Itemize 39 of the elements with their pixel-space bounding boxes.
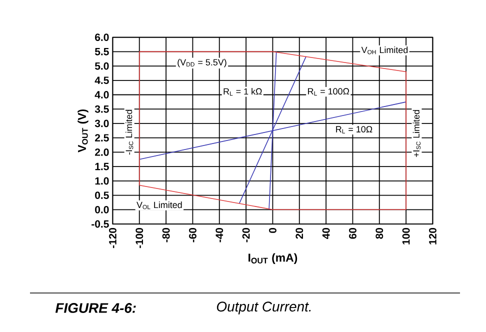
x-tick-label: -20 (242, 228, 250, 242)
y-tick-label: 1.5 (95, 162, 109, 170)
series-label: R$_{L}$ = 100Ω (308, 88, 350, 96)
x-tick-label: -100 (136, 228, 144, 248)
x-tick-label: 100 (402, 228, 410, 244)
x-tick-label: -120 (109, 228, 116, 248)
y-tick-label: -0.5 (92, 220, 109, 228)
annotation: (V$_{DD}$ = 5.5V) (178, 58, 226, 68)
y-tick-label: 4.0 (94, 91, 109, 98)
y-tick-label: 0.0 (95, 206, 109, 214)
series-label: R$_{L}$ = 1 kΩ (224, 88, 262, 96)
x-tick-label: 120 (429, 228, 436, 244)
x-tick-label: -60 (189, 228, 196, 242)
x-tick-label: -80 (162, 228, 170, 242)
y-tick-label: 2.0 (95, 148, 109, 156)
y-tick-label: 5.5 (94, 48, 109, 56)
y-tick-label: 1.0 (95, 177, 109, 185)
annotation: -I$_{SC}$ Limited (126, 110, 134, 155)
x-axis-title: I$_{OUT}$ (mA) (248, 253, 298, 264)
y-tick-label: 5.0 (94, 62, 109, 70)
y-tick-label: 3.0 (94, 120, 109, 128)
x-tick-label: 80 (376, 228, 384, 239)
annotation: +I$_{SC}$ Limited (412, 110, 421, 157)
y-tick-label: 0.5 (95, 192, 109, 199)
y-tick-label: 3.5 (94, 105, 109, 113)
x-tick-label: 0 (269, 228, 276, 233)
x-tick-label: -40 (216, 228, 224, 242)
series-label: R$_{L}$ = 10Ω (336, 126, 372, 134)
text: Output Current. (216, 302, 311, 314)
annotation: V$_{OH}$ Limited (361, 46, 408, 54)
x-tick-label: 20 (296, 228, 304, 239)
x-tick-label: 60 (349, 228, 356, 239)
y-tick-label: 2.5 (95, 134, 109, 142)
y-tick-label: 4.5 (94, 76, 109, 84)
y-tick-label: 6.0 (95, 34, 109, 42)
caption: FIGURE 4-6: (55, 303, 136, 313)
y-axis-title: V$_{OUT}$ (V) (78, 109, 88, 152)
x-tick-label: 40 (322, 228, 330, 239)
annotation: V$_{OL}$ Limited (136, 202, 182, 210)
